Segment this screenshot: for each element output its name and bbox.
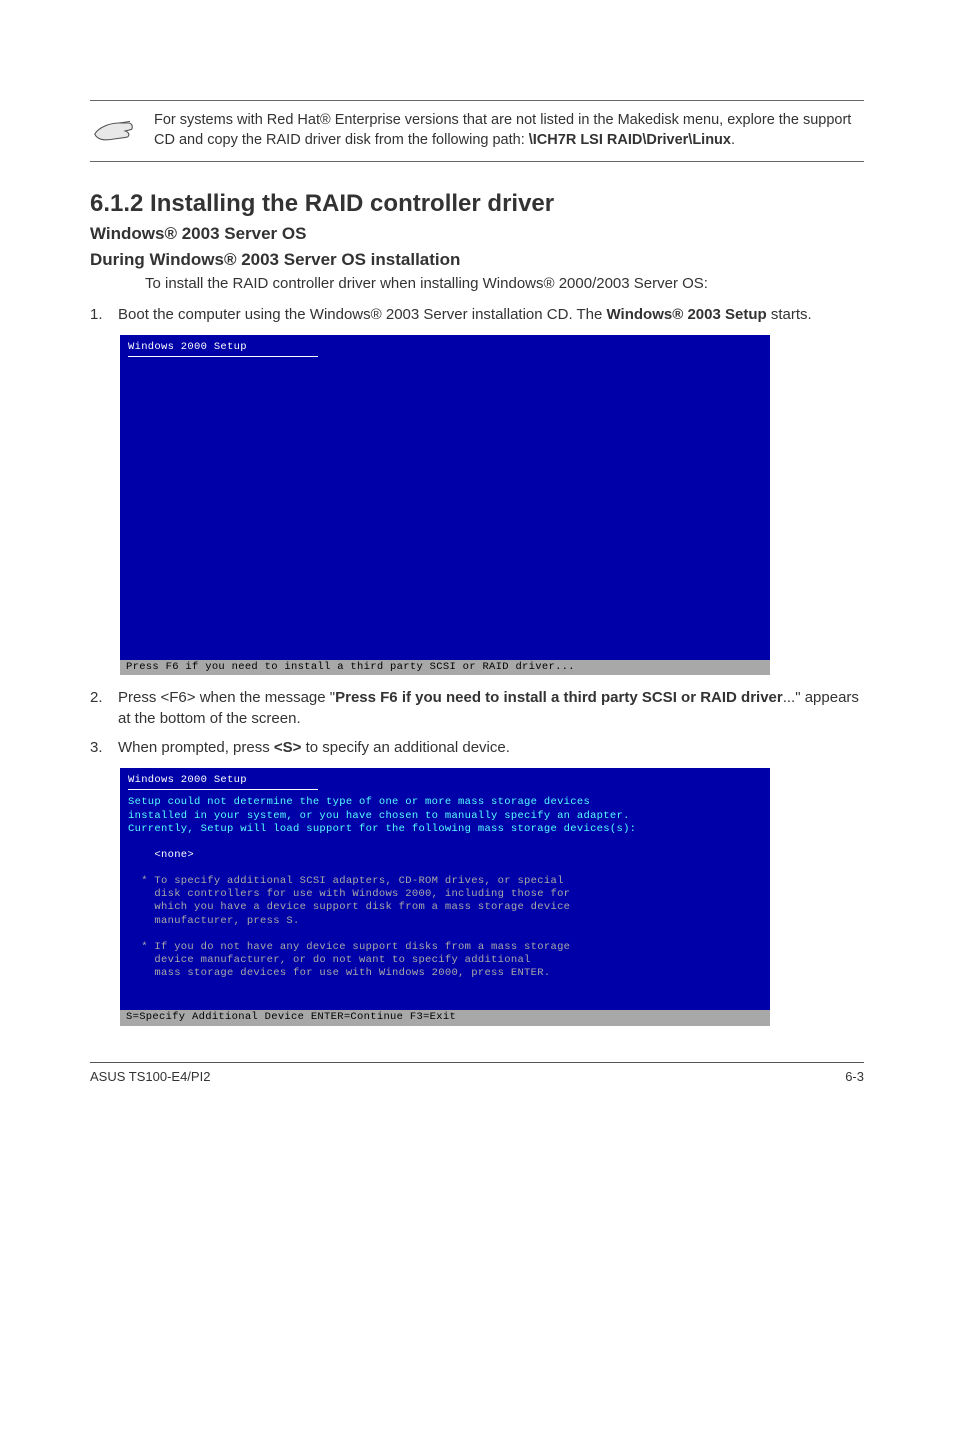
bios2-footer: S=Specify Additional Device ENTER=Contin… xyxy=(120,1010,770,1025)
step-list-2: Press <F6> when the message "Press F6 if… xyxy=(90,687,864,758)
bios2-l3: Currently, Setup will load support for t… xyxy=(128,823,636,835)
bios2-b2-l1: * If you do not have any device support … xyxy=(141,941,570,953)
bios-screenshot-1: Windows 2000 Setup Press F6 if you need … xyxy=(120,335,770,675)
hand-pointing-icon xyxy=(90,111,138,151)
note-trailing: . xyxy=(731,132,735,148)
bios2-b2-l2: device manufacturer, or do not want to s… xyxy=(141,954,530,966)
step-2-bold: Press F6 if you need to install a third … xyxy=(335,689,783,706)
note-body: For systems with Red Hat® Enterprise ver… xyxy=(154,112,851,148)
bios2-b1-l1: * To specify additional SCSI adapters, C… xyxy=(141,875,563,887)
step-1-bold: Windows® 2003 Setup xyxy=(607,306,767,323)
step-2-text-a: Press <F6> when the message " xyxy=(118,689,335,706)
step-3-text-b: to specify an additional device. xyxy=(301,739,509,756)
intro-para: To install the RAID controller driver wh… xyxy=(145,274,864,294)
footer-left: ASUS TS100-E4/PI2 xyxy=(90,1069,210,1084)
step-list-1: Boot the computer using the Windows® 200… xyxy=(90,304,864,325)
bios2-title: Windows 2000 Setup xyxy=(120,768,770,789)
bios2-none: <none> xyxy=(154,849,194,861)
bios2-l1: Setup could not determine the type of on… xyxy=(128,796,590,808)
step-3: When prompted, press <S> to specify an a… xyxy=(90,737,864,758)
step-3-bold: <S> xyxy=(274,739,302,756)
subsection-os: Windows® 2003 Server OS xyxy=(90,224,864,244)
bios2-b1-l3: which you have a device support disk fro… xyxy=(141,901,570,913)
bios2-l2: installed in your system, or you have ch… xyxy=(128,810,630,822)
footer-right: 6-3 xyxy=(845,1069,864,1084)
step-3-text-a: When prompted, press xyxy=(118,739,274,756)
bios2-underline xyxy=(128,789,318,790)
bios1-footer: Press F6 if you need to install a third … xyxy=(120,660,770,675)
step-1-text-a: Boot the computer using the Windows® 200… xyxy=(118,306,607,323)
note-text: For systems with Red Hat® Enterprise ver… xyxy=(154,111,864,150)
bios2-b2-l3: mass storage devices for use with Window… xyxy=(141,967,550,979)
page-footer: ASUS TS100-E4/PI2 6-3 xyxy=(90,1062,864,1084)
note-path: \ICH7R LSI RAID\Driver\Linux xyxy=(529,132,731,148)
bios-screenshot-2: Windows 2000 Setup Setup could not deter… xyxy=(120,768,770,1025)
bios2-b1-l2: disk controllers for use with Windows 20… xyxy=(141,888,570,900)
bios1-spacer xyxy=(120,361,770,660)
subsection-during: During Windows® 2003 Server OS installat… xyxy=(90,250,864,270)
note-box: For systems with Red Hat® Enterprise ver… xyxy=(90,100,864,162)
step-1: Boot the computer using the Windows® 200… xyxy=(90,304,864,325)
bios2-body: Setup could not determine the type of on… xyxy=(120,794,770,1010)
section-heading: 6.1.2 Installing the RAID controller dri… xyxy=(90,190,864,218)
step-2: Press <F6> when the message "Press F6 if… xyxy=(90,687,864,729)
bios1-underline xyxy=(128,356,318,357)
step-1-text-b: starts. xyxy=(767,306,812,323)
bios1-title: Windows 2000 Setup xyxy=(120,335,770,356)
bios2-b1-l4: manufacturer, press S. xyxy=(141,915,299,927)
